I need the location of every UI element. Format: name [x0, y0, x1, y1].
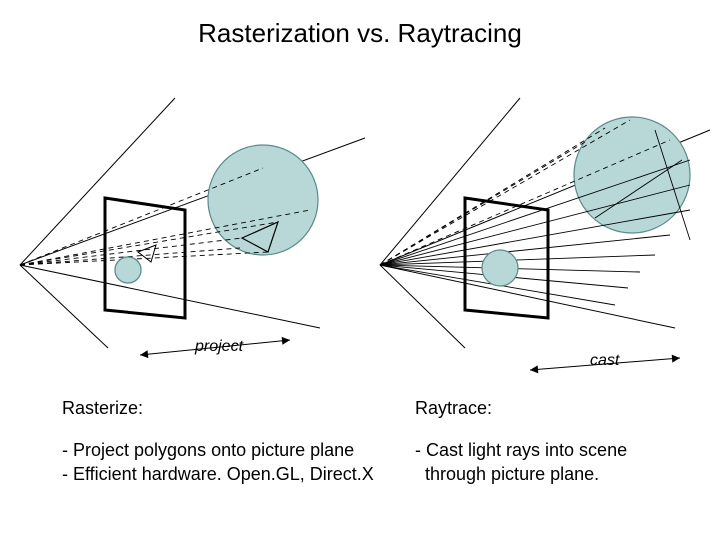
rasterize-line1: - Project polygons onto picture plane — [62, 438, 374, 462]
rasterize-body: - Project polygons onto picture plane - … — [62, 438, 374, 487]
raytrace-heading: Raytrace: — [415, 398, 492, 419]
raytrace-line2: through picture plane. — [415, 462, 627, 486]
cast-caption: cast — [590, 352, 619, 370]
rasterize-heading: Rasterize: — [62, 398, 143, 419]
rasterize-line2: - Efficient hardware. Open.GL, Direct.X — [62, 462, 374, 486]
project-caption: project — [195, 338, 243, 356]
raytrace-body: - Cast light rays into scene through pic… — [415, 438, 627, 487]
raytrace-line1: - Cast light rays into scene — [415, 438, 627, 462]
